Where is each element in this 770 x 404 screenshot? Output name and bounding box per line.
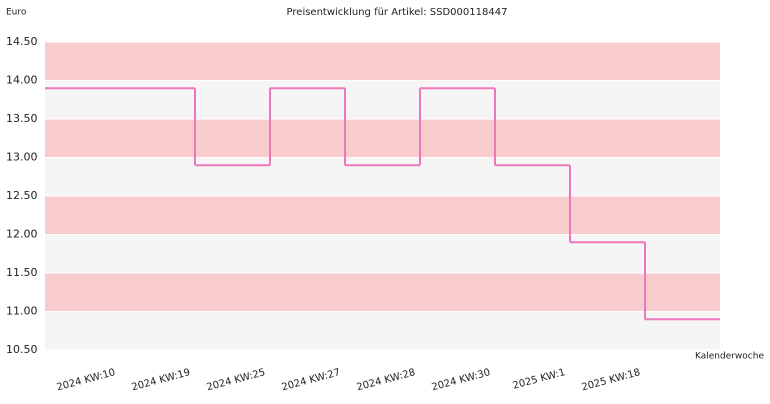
chart-title: Preisentwicklung für Artikel: SSD0001184…: [287, 7, 508, 18]
y-tick-label: 11.50: [6, 266, 38, 279]
grid-band: [45, 234, 720, 273]
grid-band: [45, 42, 720, 81]
y-tick-label: 12.00: [6, 228, 38, 241]
grid-band: [45, 119, 720, 158]
y-axis-label: Euro: [6, 8, 27, 18]
y-tick-label: 14.50: [6, 35, 38, 48]
x-axis-label: Kalenderwoche: [695, 352, 764, 362]
grid-band: [45, 311, 720, 350]
x-tick-label: 2024 KW:10: [56, 367, 117, 393]
grid-band: [45, 80, 720, 119]
grid-band: [45, 273, 720, 312]
y-tick-label: 13.50: [6, 112, 38, 125]
grid-band: [45, 157, 720, 196]
y-tick-label: 14.00: [6, 74, 38, 87]
x-tick-label: 2024 KW:28: [356, 367, 417, 393]
x-tick-label: 2024 KW:19: [131, 367, 192, 393]
x-tick-label: 2024 KW:30: [431, 367, 492, 393]
x-tick-label: 2024 KW:27: [281, 367, 342, 393]
y-tick-label: 10.50: [6, 343, 38, 356]
x-tick-label: 2025 KW:1: [512, 367, 567, 392]
y-tick-label: 13.00: [6, 151, 38, 164]
y-tick-label: 11.00: [6, 305, 38, 318]
x-tick-label: 2025 KW:18: [581, 367, 642, 393]
grid-band: [45, 196, 720, 235]
x-tick-label: 2024 KW:25: [206, 367, 267, 393]
y-tick-label: 12.50: [6, 189, 38, 202]
